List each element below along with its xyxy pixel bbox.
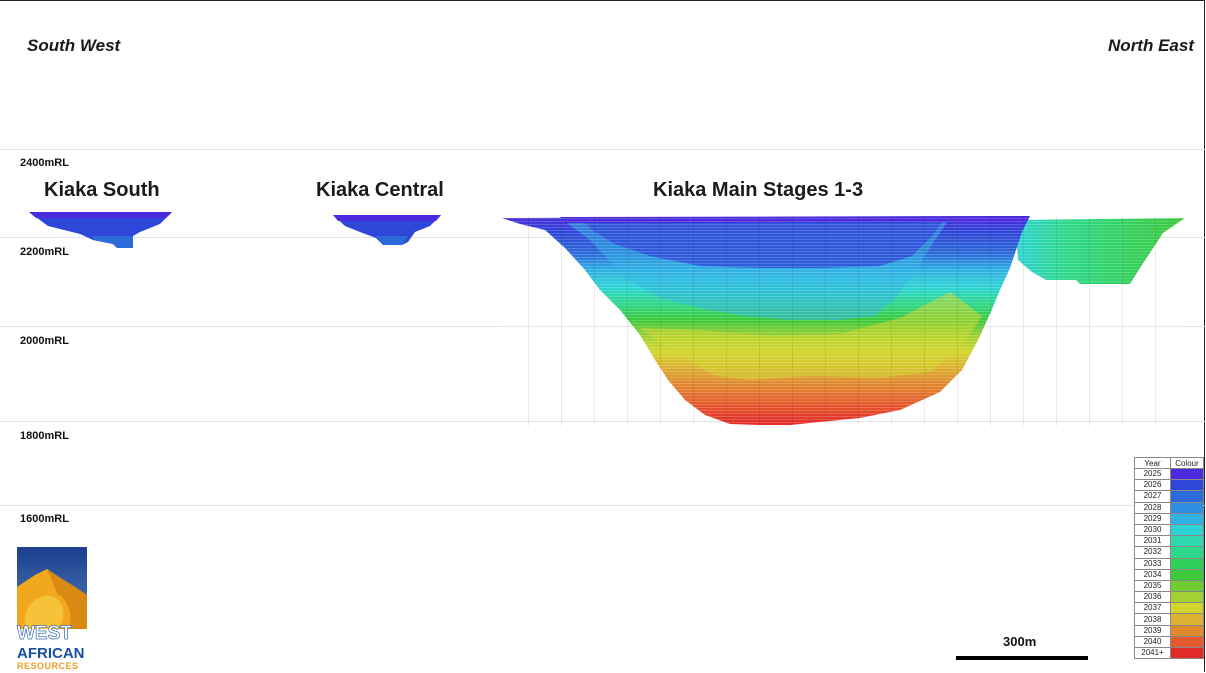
legend-colour-swatch bbox=[1170, 568, 1204, 581]
legend-year: 2041+ bbox=[1134, 646, 1171, 660]
legend-colour-swatch bbox=[1170, 557, 1204, 570]
logo-text-west: WEST bbox=[17, 623, 72, 645]
elevation-label-2200: 2200mRL bbox=[20, 246, 69, 258]
legend-year: 2036 bbox=[1134, 591, 1171, 604]
pit-kiaka-south-upper bbox=[29, 212, 172, 218]
legend-colour-swatch bbox=[1170, 523, 1204, 537]
pit-kiaka-central-lower bbox=[376, 236, 408, 245]
legend-colour-swatch bbox=[1170, 579, 1204, 593]
pit-label-kiaka-south: Kiaka South bbox=[44, 179, 160, 201]
legend-year: 2034 bbox=[1134, 568, 1171, 581]
legend-year: 2032 bbox=[1134, 546, 1171, 559]
legend-colour-swatch bbox=[1170, 512, 1204, 525]
pit-kiaka-south bbox=[29, 212, 172, 248]
legend-row: 2031 bbox=[1134, 535, 1204, 548]
legend-year: 2027 bbox=[1134, 490, 1171, 503]
elevation-label-1800: 1800mRL bbox=[20, 430, 69, 442]
logo-text-african: AFRICAN bbox=[17, 645, 85, 662]
elevation-label-1600: 1600mRL bbox=[20, 513, 69, 525]
pit-kiaka-main bbox=[502, 216, 1185, 426]
legend-colour-swatch bbox=[1170, 535, 1204, 548]
pit-kiaka-south-shape bbox=[29, 212, 172, 248]
legend-colour-swatch bbox=[1170, 490, 1204, 503]
legend-row: 2030 bbox=[1134, 523, 1204, 537]
legend-colour-swatch bbox=[1170, 501, 1204, 514]
legend-row: 2028 bbox=[1134, 501, 1204, 514]
legend-row: 2026 bbox=[1134, 479, 1204, 492]
legend-year: 2030 bbox=[1134, 523, 1171, 537]
legend-colour-swatch bbox=[1170, 635, 1204, 649]
direction-south-west: South West bbox=[27, 36, 121, 55]
direction-north-east: North East bbox=[1108, 36, 1194, 55]
legend-row: 2041+ bbox=[1134, 646, 1204, 660]
legend-row: 2025 bbox=[1134, 467, 1204, 481]
legend-year: 2025 bbox=[1134, 467, 1171, 481]
pit-kiaka-central bbox=[333, 215, 441, 245]
logo-text-resources: RESOURCES bbox=[17, 661, 79, 671]
legend-row: 2038 bbox=[1134, 613, 1204, 626]
legend-colour-swatch bbox=[1170, 546, 1204, 559]
year-colour-legend: Year Colour 2025 2026 2027 2028 2029 2030 2031… bbox=[1134, 457, 1204, 660]
legend-row: 2035 bbox=[1134, 579, 1204, 593]
legend-row: 2040 bbox=[1134, 635, 1204, 649]
legend-header-year: Year bbox=[1134, 457, 1171, 469]
legend-row: 2029 bbox=[1134, 512, 1204, 525]
legend-colour-swatch bbox=[1170, 624, 1204, 637]
legend-year: 2031 bbox=[1134, 535, 1171, 548]
elevation-label-2400: 2400mRL bbox=[20, 157, 69, 169]
legend-row: 2039 bbox=[1134, 624, 1204, 637]
legend-year: 2028 bbox=[1134, 501, 1171, 514]
gridline-2400 bbox=[0, 149, 1206, 150]
legend-colour-swatch bbox=[1170, 613, 1204, 626]
legend-row: 2033 bbox=[1134, 557, 1204, 570]
legend-row: 2034 bbox=[1134, 568, 1204, 581]
scale-bar-label: 300m bbox=[1003, 634, 1037, 649]
legend-year: 2029 bbox=[1134, 512, 1171, 525]
legend-header-colour: Colour bbox=[1170, 457, 1204, 469]
legend-colour-swatch bbox=[1170, 479, 1204, 492]
legend-row: 2032 bbox=[1134, 546, 1204, 559]
legend-year: 2026 bbox=[1134, 479, 1171, 492]
legend-colour-swatch bbox=[1170, 646, 1204, 660]
pit-label-kiaka-main: Kiaka Main Stages 1-3 bbox=[653, 179, 864, 201]
gridline-1600 bbox=[0, 505, 1206, 506]
elevation-label-2000: 2000mRL bbox=[20, 335, 69, 347]
pit-kiaka-south-lower bbox=[93, 236, 133, 248]
pit-kiaka-central-upper bbox=[333, 215, 441, 221]
legend-row: 2036 bbox=[1134, 591, 1204, 604]
legend-year: 2035 bbox=[1134, 579, 1171, 593]
legend-year: 2033 bbox=[1134, 557, 1171, 570]
legend-colour-swatch bbox=[1170, 467, 1204, 481]
legend-row: 2037 bbox=[1134, 602, 1204, 615]
legend-colour-swatch bbox=[1170, 591, 1204, 604]
legend-year: 2038 bbox=[1134, 613, 1171, 626]
legend-year: 2037 bbox=[1134, 602, 1171, 615]
legend-row: 2027 bbox=[1134, 490, 1204, 503]
legend-year: 2040 bbox=[1134, 635, 1171, 649]
legend-year: 2039 bbox=[1134, 624, 1171, 637]
scale-bar bbox=[956, 656, 1088, 660]
legend-colour-swatch bbox=[1170, 602, 1204, 615]
west-african-resources-logo bbox=[17, 547, 87, 629]
pit-kiaka-central-shape bbox=[333, 215, 441, 245]
pit-label-kiaka-central: Kiaka Central bbox=[316, 179, 444, 201]
